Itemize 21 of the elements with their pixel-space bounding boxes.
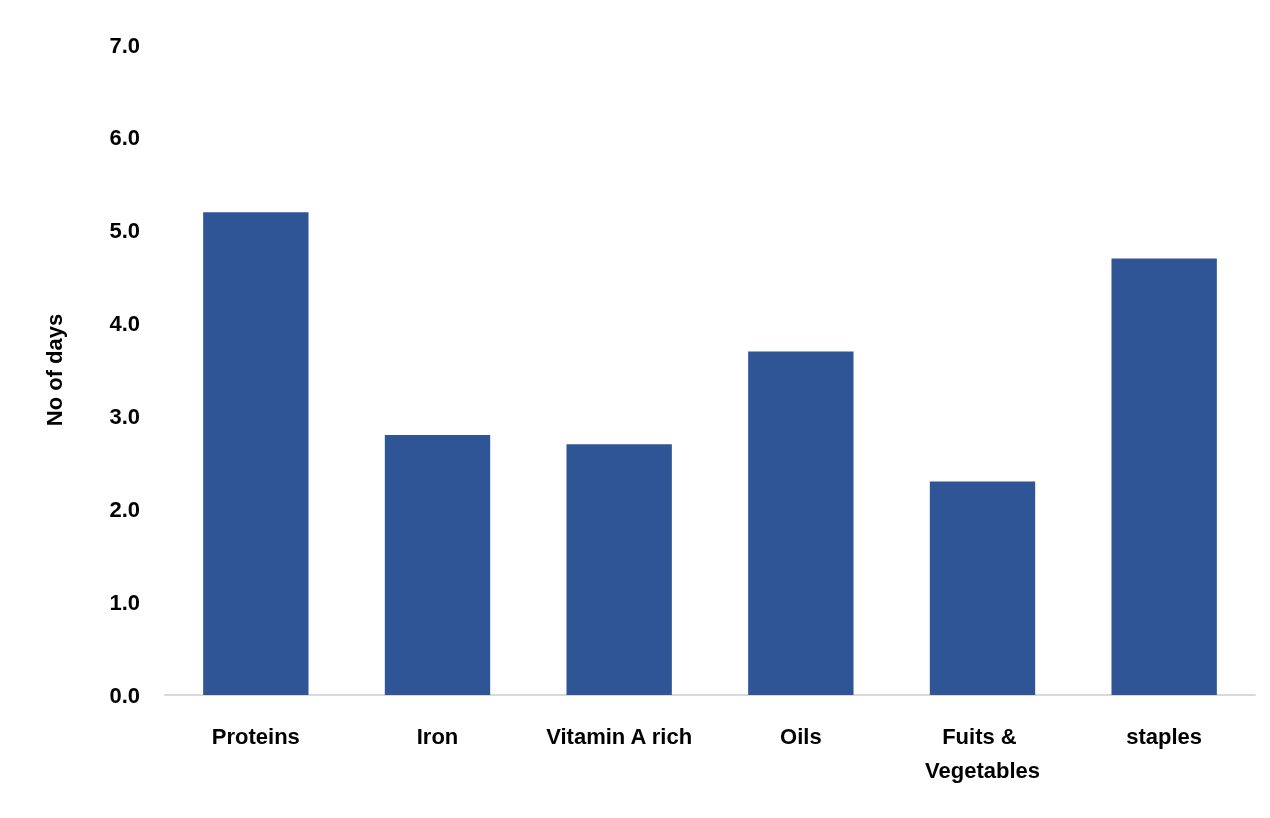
x-tick-label: Iron xyxy=(416,723,459,749)
y-tick-label: 7.0 xyxy=(109,32,140,58)
y-tick-label: 4.0 xyxy=(109,311,140,337)
y-tick-label: 0.0 xyxy=(109,682,140,708)
bar xyxy=(748,351,854,695)
x-tick-label: Proteins xyxy=(211,723,300,749)
y-tick-label: 1.0 xyxy=(109,589,140,615)
bar xyxy=(566,444,672,695)
x-tick-label: Oils xyxy=(780,723,822,749)
bar xyxy=(384,435,491,695)
x-tick-label: Fuits & Vegetables xyxy=(925,723,1040,783)
x-tick-label: staples xyxy=(1126,723,1203,749)
y-tick-label: 3.0 xyxy=(109,403,140,429)
bar xyxy=(1111,258,1217,695)
bar xyxy=(203,212,309,695)
y-tick-label: 2.0 xyxy=(109,496,140,522)
bar xyxy=(929,481,1036,695)
y-tick-label: 5.0 xyxy=(109,218,140,244)
y-axis-title: No of days xyxy=(41,313,67,427)
x-tick-label: Vitamin A rich xyxy=(546,723,693,749)
y-tick-label: 6.0 xyxy=(109,125,140,151)
